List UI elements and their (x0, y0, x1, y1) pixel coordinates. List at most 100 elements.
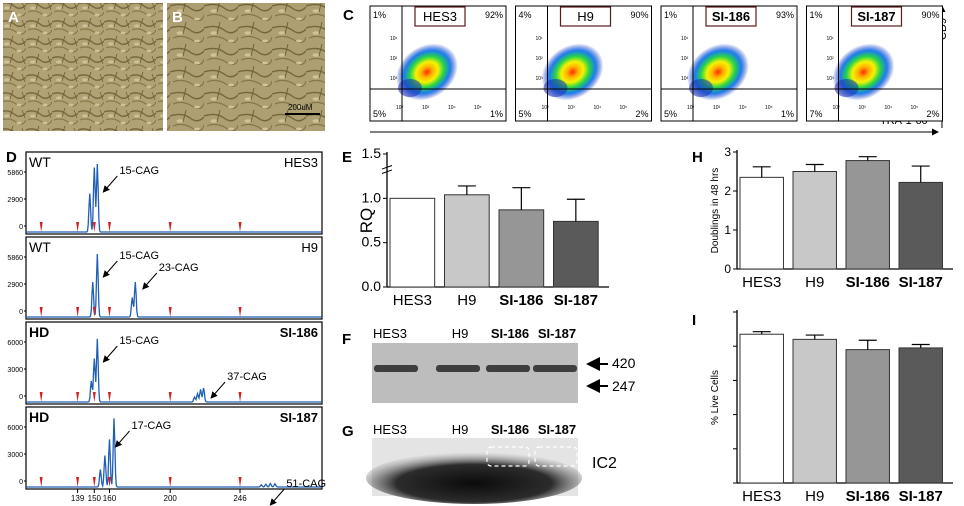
size-standard-peak (39, 307, 43, 317)
y-tick-label: 10² (681, 56, 689, 62)
bar-si-186 (498, 209, 545, 288)
sample-label: H9 (577, 9, 594, 24)
x-tick-label: 10² (396, 105, 404, 111)
lane-label-si-186: SI-186 (491, 326, 529, 341)
category-label: SI-186 (499, 292, 543, 309)
size-standard-peak (168, 477, 172, 487)
repeat-label: 15-CAG (119, 165, 159, 177)
y-tick-label: 5860 (7, 255, 23, 262)
cell-population-tail (689, 79, 713, 97)
blot-smear (366, 452, 582, 504)
pcr-band (486, 365, 530, 372)
cell-population-tail (398, 79, 422, 97)
y-tick-label: 10¹ (390, 36, 398, 42)
trace-si-187: HD SI-187 6000 3000 0 17-CAG 51-CAG (7, 406, 326, 506)
cell-population-tail (834, 79, 859, 97)
repeat-arrow (142, 272, 158, 290)
panel-f: F 420 247 HES3 H9 SI-186 SI-187 (342, 326, 636, 403)
y-tick-label: 10¹ (827, 36, 835, 42)
quadrant-lower-left-percent: 5% (664, 109, 677, 119)
size-standard-peak (76, 222, 80, 232)
y-tick-label: 6000 (7, 425, 23, 432)
repeat-arrow (102, 175, 118, 193)
sample-label-box (850, 6, 903, 27)
size-standard-peak (238, 392, 242, 402)
pcr-band (533, 365, 577, 372)
micrograph-a (3, 3, 163, 131)
x-tick-label: 10⁵ (911, 105, 919, 111)
genotype-label: HD (29, 324, 49, 340)
y-tick-label: 0 (19, 224, 23, 231)
trace-si-186: HD SI-186 6000 3000 0 15-CAG 37-CAG (7, 321, 323, 405)
x-tick-label: 10⁴ (594, 105, 602, 111)
pcr-band (436, 365, 480, 372)
quadrant-upper-left-percent: 1% (664, 10, 677, 20)
marker-247-label: 247 (612, 378, 636, 394)
panel-letter-c: C (343, 7, 354, 24)
y-tick-label: 0 (19, 309, 23, 316)
quadrant-upper-left-percent: 1% (810, 10, 823, 20)
x-tick-label: 10² (542, 105, 550, 111)
panel-letter-a: A (8, 9, 19, 26)
repeat-arrow (102, 260, 118, 278)
x-tick-label: 10⁵ (474, 105, 482, 111)
repeat-arrow (210, 381, 226, 399)
y-tick-label: 5860 (7, 170, 23, 177)
y-tick-label: 10³ (827, 76, 835, 82)
panel-letter-h: H (692, 149, 703, 166)
x-tick-label: 10⁴ (448, 105, 456, 111)
lane-label-h9: H9 (452, 422, 469, 437)
size-standard-peak (107, 307, 111, 317)
bar-hes3 (739, 176, 784, 270)
lane-label-h9: H9 (452, 326, 469, 341)
quadrant-lower-left-percent: 7% (810, 109, 823, 119)
size-standard-peak (168, 222, 172, 232)
x-tick-label: 10² (833, 105, 841, 111)
x-tick-label: 10³ (713, 105, 721, 111)
panel-letter-e: E (342, 149, 352, 166)
y-tick-label: 0.5 (362, 234, 382, 250)
trace-line (26, 163, 322, 233)
x-tick-label: 10² (687, 105, 695, 111)
y-tick-label: 10² (390, 56, 398, 62)
trace-frame (25, 151, 323, 235)
band-box-si-186 (486, 446, 530, 467)
bar-h9 (792, 338, 837, 484)
y-tick-label: 2 (724, 184, 731, 198)
y-tick-label: 10¹ (681, 36, 689, 42)
size-standard-peak (39, 392, 43, 402)
panel-letter-f: F (342, 331, 351, 348)
x-tick-label: 10⁴ (885, 105, 893, 111)
y-tick-label: 10² (536, 56, 544, 62)
y-tick-label: 0.0 (362, 278, 382, 294)
band-box-si-187 (534, 446, 578, 467)
category-label: SI-187 (899, 488, 943, 505)
category-label: SI-186 (846, 488, 890, 505)
bar-hes3 (739, 333, 784, 484)
sample-label: SI-187 (857, 9, 895, 24)
blot-label: IC2 (592, 455, 617, 472)
category-label: SI-187 (554, 292, 598, 309)
size-standard-peak (92, 392, 96, 402)
size-standard-peak (76, 392, 80, 402)
sample-label: SI-186 (712, 9, 750, 24)
size-standard-peak (92, 477, 96, 487)
size-standard-peak (76, 477, 80, 487)
quadrant-lower-left-percent: 5% (519, 109, 532, 119)
x-tick-label: 246 (233, 494, 247, 503)
repeat-label: 23-CAG (159, 262, 199, 274)
lane-label-si-186: SI-186 (491, 422, 529, 437)
size-standard-peak (238, 307, 242, 317)
trace-line (26, 418, 322, 489)
sample-label-box (414, 6, 466, 27)
x-tick-label: 139 (71, 494, 85, 503)
y-tick-label: 10³ (536, 76, 544, 82)
panel-e: E 0.0 0.5 1.0 1.5 RQ HES3 H9 SI-186 SI-187 (342, 145, 609, 309)
y-tick-label: 1.0 (362, 189, 382, 205)
quadrant-lower-left-percent: 5% (373, 109, 386, 119)
gel-f (372, 343, 578, 403)
y-axis-label: % Live Cells (710, 370, 721, 425)
y-tick-label: 1 (724, 223, 731, 237)
x-tick-label: 160 (103, 494, 117, 503)
x-tick-label: 200 (164, 494, 178, 503)
